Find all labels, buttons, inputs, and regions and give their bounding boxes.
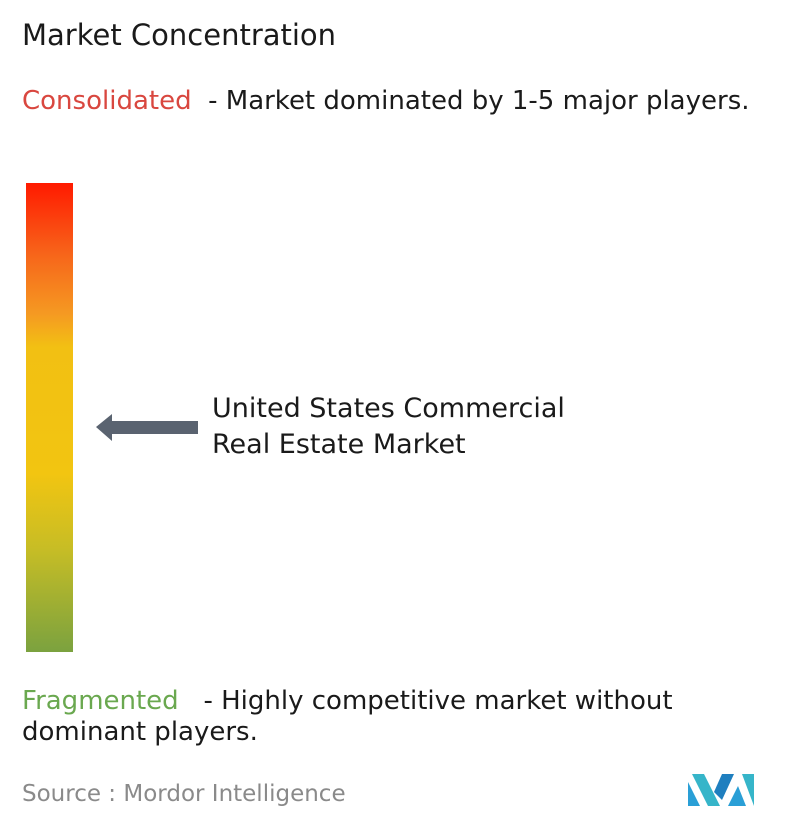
title: Market Concentration — [22, 18, 337, 52]
logo-part — [742, 774, 754, 806]
logo-part — [688, 782, 700, 806]
logo-part — [714, 774, 734, 800]
logo-part — [728, 786, 746, 806]
source: Source : Mordor Intelligence — [22, 781, 346, 807]
source-name: Mordor Intelligence — [123, 781, 346, 807]
market-line: United States Commercial — [212, 393, 565, 424]
consolidated-label: Consolidated — [22, 86, 192, 116]
fragmented-description: - Highly competitive market without domi… — [22, 686, 673, 747]
logo — [688, 774, 754, 806]
fragmented-legend: Fragmented - Highly competitive market w… — [22, 686, 792, 748]
arrow — [96, 414, 198, 441]
source-label: Source : — [22, 781, 117, 807]
fragmented-label: Fragmented — [22, 686, 179, 716]
market-line: Real Estate Market — [212, 429, 466, 460]
concentration-gradient — [26, 183, 73, 652]
logo-part — [692, 774, 720, 806]
consolidated-legend: Consolidated - Market dominated by 1-5 m… — [22, 86, 792, 117]
market-label: United States Commercial Real Estate Mar… — [212, 391, 565, 463]
consolidated-description: - Market dominated by 1-5 major players. — [208, 86, 750, 116]
arrow-shape — [96, 414, 198, 441]
